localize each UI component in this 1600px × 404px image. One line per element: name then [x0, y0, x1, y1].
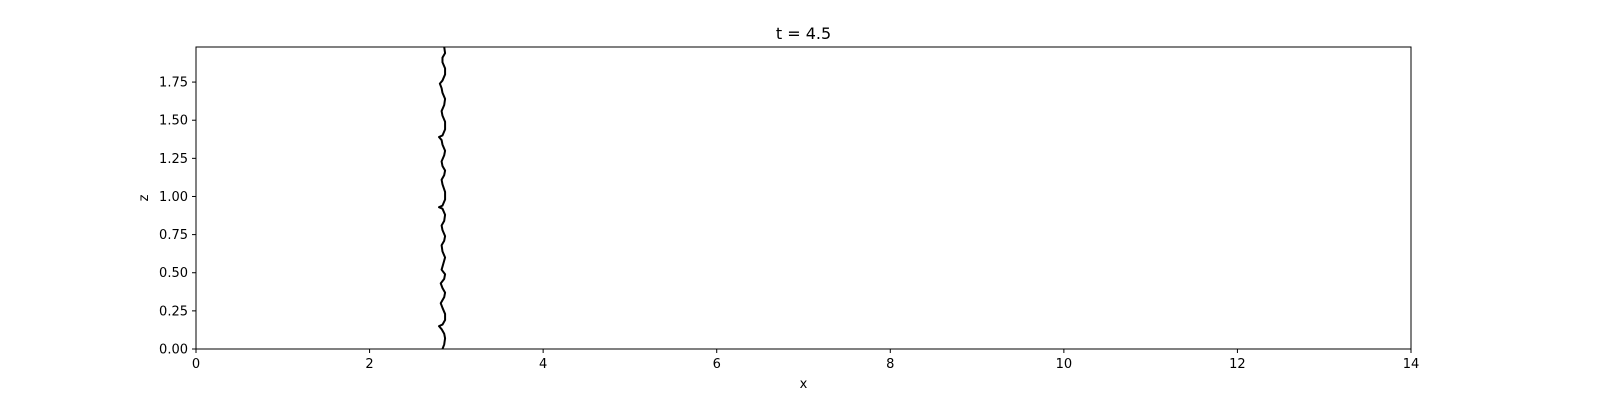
x-tick-label: 4	[539, 357, 547, 372]
interface-line	[438, 46, 447, 350]
x-tick-label: 12	[1229, 357, 1246, 372]
y-tick-label: 1.00	[159, 190, 188, 205]
x-axis-label: x	[800, 377, 808, 392]
plot-background	[196, 47, 1411, 349]
x-tick-label: 10	[1056, 357, 1073, 372]
y-tick-label: 1.50	[159, 114, 188, 129]
x-tick-label: 6	[713, 357, 721, 372]
x-tick-label: 14	[1403, 357, 1420, 372]
y-tick-label: 0.00	[159, 343, 188, 358]
y-tick-label: 0.25	[159, 304, 188, 319]
chart-title: t = 4.5	[776, 24, 831, 43]
y-tick-label: 0.75	[159, 228, 188, 243]
y-tick-label: 0.50	[159, 266, 188, 281]
y-tick-label: 1.75	[159, 76, 188, 91]
plot-frame	[195, 46, 1412, 350]
x-tick-label: 0	[192, 357, 200, 372]
plot-area	[196, 47, 1411, 349]
x-tick-label: 8	[886, 357, 894, 372]
y-axis-label: z	[137, 194, 152, 201]
x-axis: 0 2 4 6 8 10 12 14	[192, 349, 1419, 372]
y-axis: 0.00 0.25 0.50 0.75 1.00 1.25 1.50 1.75	[159, 76, 196, 358]
x-tick-label: 2	[365, 357, 373, 372]
y-tick-label: 1.25	[159, 152, 188, 167]
series-layer	[438, 46, 447, 350]
